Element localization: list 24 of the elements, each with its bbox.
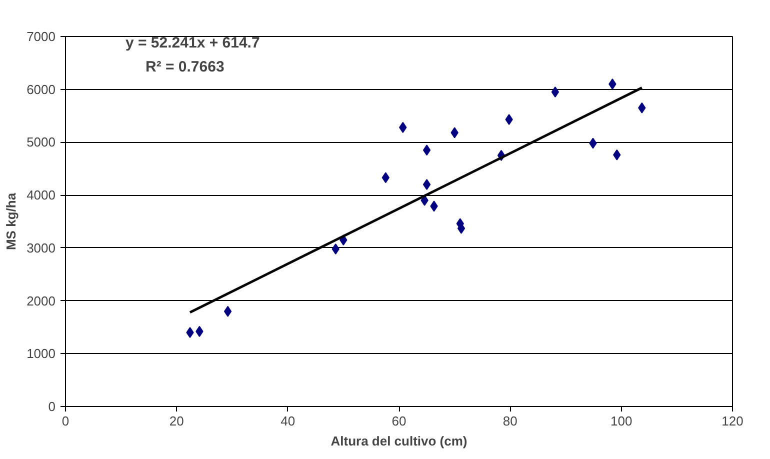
y-tick-label: 0 (48, 399, 56, 414)
y-tick-label: 1000 (26, 346, 56, 362)
y-tick-label: 7000 (26, 29, 56, 44)
annotation: R² = 0.7663 (146, 58, 224, 76)
point (422, 144, 431, 156)
y-tick-label: 4000 (26, 188, 56, 203)
y-tick-label: 5000 (26, 134, 56, 150)
point (551, 86, 560, 98)
annotation: y = 52.241x + 614.7 (126, 34, 260, 52)
x-tick-label: 60 (392, 414, 406, 428)
y-tick-label: 3000 (26, 240, 56, 256)
x-tick-label: 40 (280, 414, 296, 428)
x-tick-label: 0 (62, 414, 70, 428)
x-tick-label: 20 (169, 414, 184, 428)
y-axis-title: MS kg/ha (4, 192, 19, 250)
point (224, 306, 232, 317)
point (422, 179, 431, 190)
x-tick-label: 120 (722, 414, 744, 428)
point (186, 327, 194, 338)
y-tick-label: 2000 (26, 293, 56, 308)
x-axis-title: Altura del cultivo (cm) (330, 434, 468, 448)
y-tick-label: 6000 (26, 82, 56, 97)
x-tick-label: 100 (610, 414, 632, 428)
x-tick-label: 80 (502, 414, 518, 428)
